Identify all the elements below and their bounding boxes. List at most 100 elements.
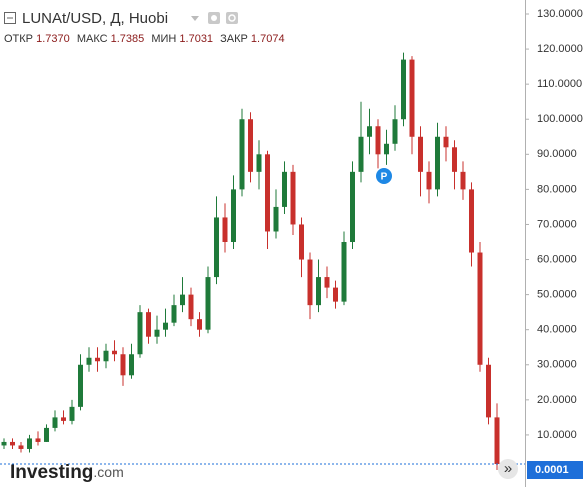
- candle-body: [333, 287, 338, 302]
- y-tick-label: 20.0000: [537, 394, 577, 406]
- candle-body: [426, 171, 432, 190]
- y-tick-label: 30.0000: [537, 359, 577, 371]
- y-tick-label: 130.0000: [537, 8, 583, 20]
- candle-body: [197, 319, 202, 330]
- candle-body: [188, 294, 194, 320]
- candle-body: [18, 445, 24, 449]
- candle-body: [163, 322, 168, 330]
- logo-brand: Investing: [10, 462, 93, 483]
- ohlc-value: 1.7031: [179, 33, 213, 45]
- candle-body: [214, 217, 219, 278]
- candle-body: [86, 357, 92, 365]
- candle-body: [316, 277, 321, 306]
- visibility-icon-eye: [211, 15, 217, 21]
- scroll-button-label: »: [504, 460, 512, 477]
- candle-body: [435, 136, 440, 190]
- candle-body: [154, 329, 160, 337]
- y-tick-label: 90.0000: [537, 148, 577, 160]
- y-tick-label: 70.0000: [537, 218, 577, 230]
- settings-icon-gear: [228, 14, 236, 22]
- ohlc-label: МАКС: [77, 33, 108, 45]
- candle-body: [477, 252, 483, 365]
- candle-body: [103, 350, 109, 362]
- candle-body: [418, 136, 423, 172]
- candle-body: [409, 59, 415, 137]
- y-tick-label: 110.0000: [537, 78, 582, 90]
- last-price-label: 0.0001: [535, 464, 569, 476]
- candle-body: [452, 147, 457, 172]
- candle-body: [469, 189, 474, 253]
- candle-body: [494, 417, 500, 465]
- candle-body: [205, 277, 211, 330]
- candle-body: [375, 126, 381, 155]
- dropdown-arrow[interactable]: [191, 16, 199, 21]
- plot: 10.0000 20.0000 30.0000 40.0000 50.0000 60.00…: [0, 8, 583, 470]
- settings-icon[interactable]: [226, 12, 238, 24]
- logo-suffix: .com: [93, 464, 123, 480]
- candle-body: [384, 143, 389, 155]
- candle-body: [307, 259, 313, 306]
- candle-body: [460, 171, 466, 190]
- candle-body: [61, 417, 66, 421]
- ohlc-label: МИН: [151, 33, 176, 45]
- candle-body: [231, 189, 236, 242]
- ohlc-value: 1.7370: [36, 33, 70, 45]
- event-marker-label: P: [381, 172, 388, 183]
- candle-body: [222, 217, 228, 242]
- candle-body: [324, 277, 330, 288]
- candle-body: [248, 119, 253, 172]
- ohlc-value: 1.7385: [111, 33, 145, 45]
- candle-body: [443, 136, 449, 148]
- candle-body: [341, 242, 347, 302]
- candle-body: [401, 59, 406, 120]
- candle-body: [392, 119, 398, 144]
- ohlc-label: ЗАКР: [220, 33, 248, 45]
- candle-body: [146, 312, 151, 337]
- candle-body: [95, 357, 100, 362]
- header: LUNAt/USD, Д, Huobi ОТКР 1.7370 МАКС 1.7…: [4, 10, 285, 45]
- y-tick-label: 10.0000: [537, 429, 577, 441]
- candle-body: [171, 305, 177, 323]
- logo: Investing.com: [10, 462, 124, 483]
- y-tick-label: 40.0000: [537, 324, 577, 336]
- candle-body: [137, 312, 143, 355]
- candle-body: [239, 119, 245, 190]
- event-marker[interactable]: [376, 168, 392, 184]
- scroll-button[interactable]: [498, 459, 518, 479]
- candle-body: [486, 364, 491, 418]
- candle-body: [299, 224, 304, 260]
- candle-body: [273, 206, 279, 232]
- candle-body: [69, 406, 75, 421]
- candle-body: [120, 354, 126, 376]
- symbol-title: LUNAt/USD, Д, Huobi: [22, 10, 168, 27]
- collapse-icon[interactable]: [4, 12, 16, 24]
- candle-body: [52, 417, 58, 428]
- candle-body: [44, 427, 49, 442]
- y-tick-label: 50.0000: [537, 289, 577, 301]
- y-tick-label: 120.0000: [537, 43, 583, 55]
- y-tick-label: 60.0000: [537, 253, 577, 265]
- candle-body: [350, 171, 355, 242]
- candle-body: [27, 438, 32, 449]
- candle-body: [358, 136, 364, 172]
- candle-body: [290, 171, 296, 225]
- candle-body: [256, 154, 262, 172]
- ohlc-line: ОТКР 1.7370 МАКС 1.7385 МИН 1.7031 ЗАКР …: [4, 33, 285, 45]
- y-tick-label: 80.0000: [537, 183, 577, 195]
- candle-body: [282, 171, 287, 207]
- candle-body: [1, 441, 7, 446]
- last-price-box: [527, 460, 583, 479]
- candle-body: [265, 154, 270, 232]
- candle-body: [10, 441, 15, 446]
- candle-body: [367, 126, 372, 137]
- ohlc-label: ОТКР: [4, 33, 33, 45]
- logo-text: Investing.com: [10, 462, 124, 483]
- candle-body: [180, 294, 185, 306]
- candle-body: [129, 354, 134, 376]
- candle-body: [78, 364, 83, 407]
- ohlc-value: 1.7074: [251, 33, 285, 45]
- candle-body: [35, 438, 41, 442]
- candle-body: [112, 350, 117, 355]
